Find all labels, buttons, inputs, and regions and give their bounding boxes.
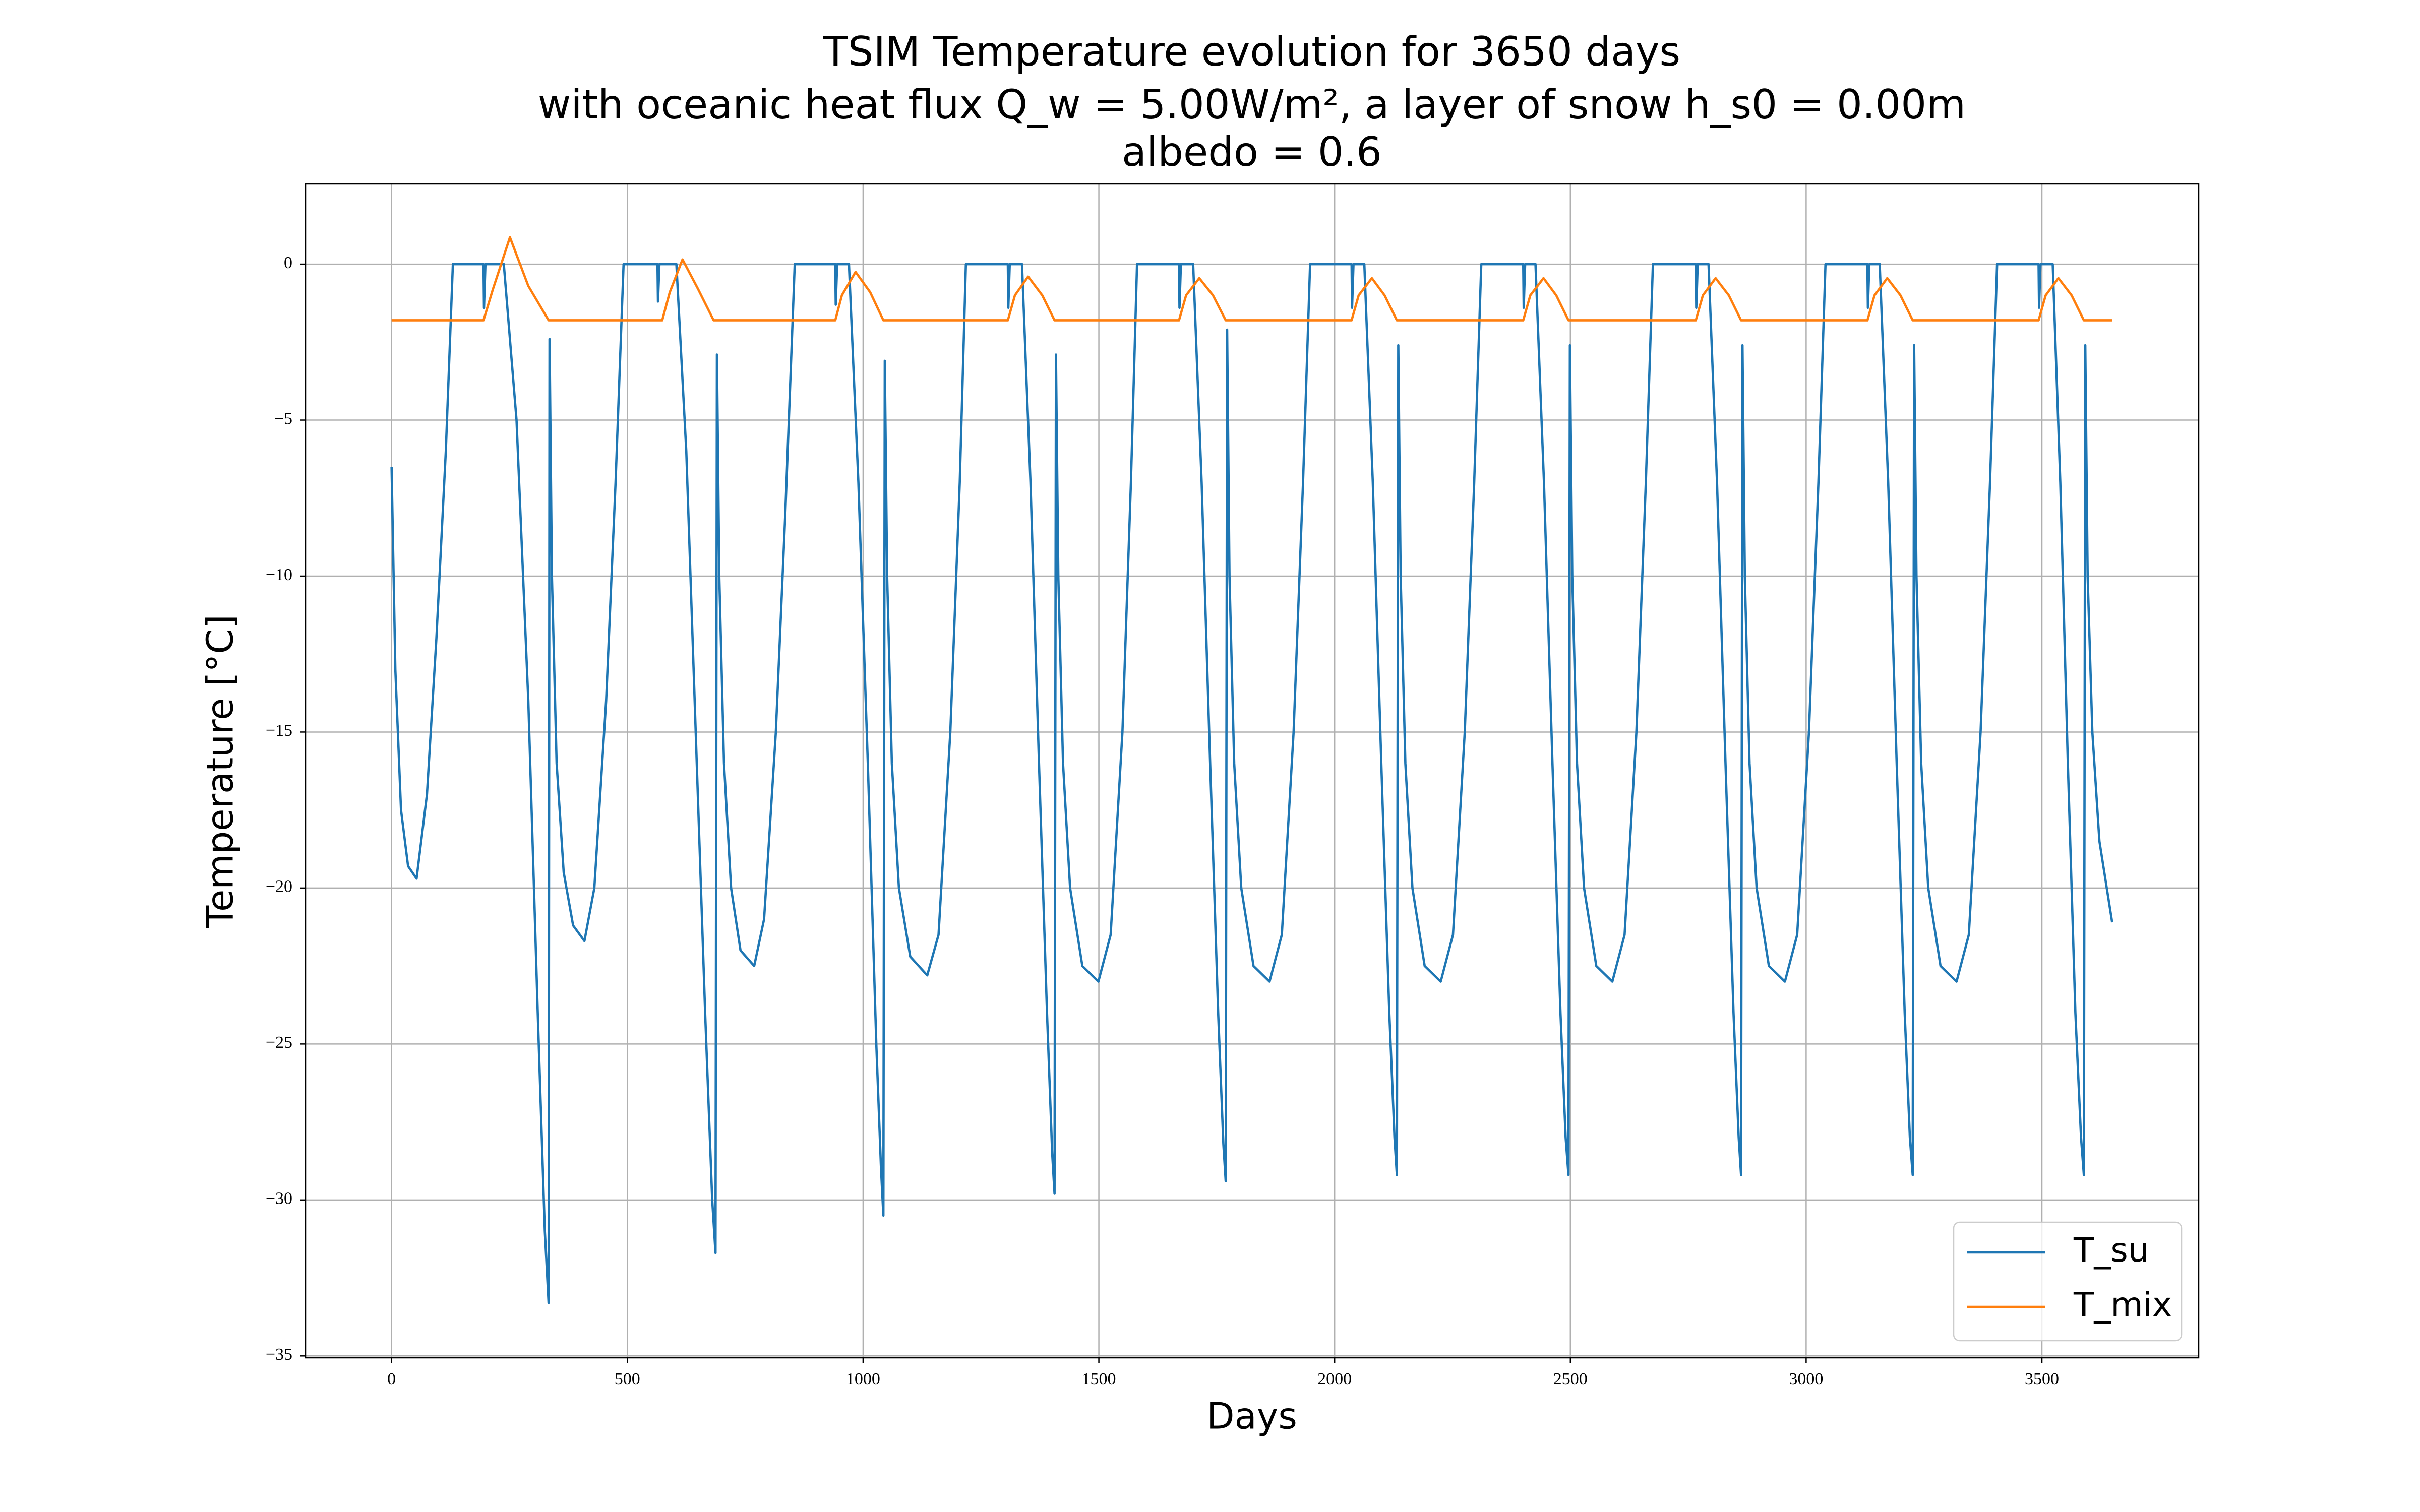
y-axis-label: Temperature [°C] — [199, 614, 241, 928]
chart-title: albedo = 0.6 — [1122, 129, 1382, 175]
y-tick-label: −30 — [266, 1189, 292, 1208]
x-tick-label: 3000 — [1789, 1370, 1823, 1389]
series-line — [390, 263, 2113, 1304]
x-tick-label: 500 — [615, 1370, 640, 1389]
x-tick-label: 1500 — [1082, 1370, 1116, 1389]
y-tick-label: 0 — [284, 254, 292, 272]
legend-label: T_su — [2073, 1231, 2149, 1270]
chart-title: with oceanic heat flux Q_w = 5.00W/m², a… — [538, 81, 1966, 128]
series-line — [391, 236, 2112, 322]
x-tick-label: 0 — [387, 1370, 396, 1389]
x-tick-label: 1000 — [846, 1370, 880, 1389]
y-tick-label: −15 — [266, 721, 292, 740]
y-tick-label: −5 — [274, 409, 292, 428]
x-tick-label: 3500 — [2025, 1370, 2059, 1389]
x-axis-label: Days — [1206, 1395, 1297, 1437]
y-tick-label: −10 — [266, 565, 292, 584]
y-tick-label: −20 — [266, 877, 292, 896]
chart-title: TSIM Temperature evolution for 3650 days — [823, 28, 1680, 75]
y-tick-label: −35 — [266, 1345, 292, 1364]
legend-label: T_mix — [2073, 1285, 2172, 1324]
plot-frame — [305, 183, 2200, 1359]
x-tick-label: 2500 — [1553, 1370, 1588, 1389]
y-tick-label: −25 — [266, 1033, 292, 1052]
x-tick-label: 2000 — [1317, 1370, 1352, 1389]
